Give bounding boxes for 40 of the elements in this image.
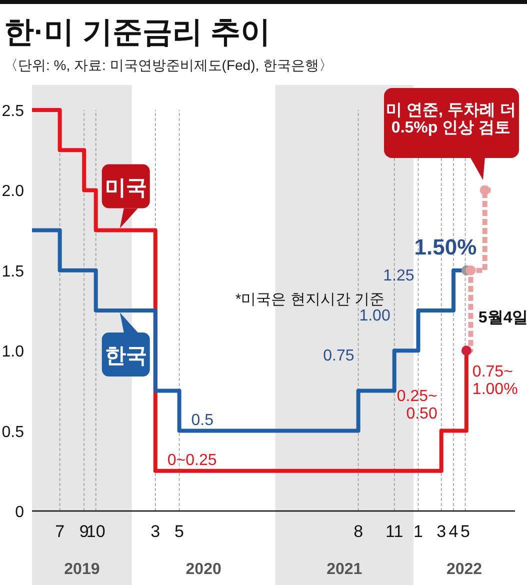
text: 2022 [446, 561, 482, 578]
callout: 미 연준, 두차례 더 0.5%p 인상 검토 [384, 88, 519, 180]
point [466, 265, 476, 276]
x-tick-label: 5 [174, 522, 184, 541]
point [480, 185, 490, 196]
legend-label: 한국 [104, 344, 147, 368]
text: 2020 [186, 561, 222, 578]
x-tick-label: 9 [79, 522, 89, 541]
point [461, 346, 472, 356]
data-label: 1.25 [383, 268, 414, 284]
annotation: *미국은 현지시간 기준 [235, 291, 385, 308]
x-tick-label: 1 [414, 522, 423, 541]
y-tick-label: 1.0 [2, 344, 24, 361]
chart-subtitle: 〈단위: %, 자료: 미국연방준비제도(Fed), 한국은행〉 [4, 57, 334, 73]
data-label: 1.00 [359, 308, 390, 325]
y-tick-label: 0 [15, 504, 24, 521]
text: 2021 [326, 561, 362, 578]
data-label: 0.75~ 1.00% [472, 364, 518, 398]
data-label: 0.25~ 0.50 [396, 388, 438, 422]
text: 2019 [64, 561, 100, 578]
y-tick-label: 2.5 [2, 103, 24, 120]
x-tick-label: 4 [448, 522, 458, 541]
x-tick-label: 3 [436, 522, 446, 541]
x-tick-label: 7 [55, 522, 65, 541]
y-tick-label: 1.5 [2, 263, 24, 280]
y-tick-label: 2.0 [2, 183, 24, 200]
x-tick-label: 5 [460, 522, 470, 541]
x-tick-label: 8 [354, 522, 364, 541]
chart-title: 한·미 기준금리 추이 [4, 16, 271, 49]
annotation: 미 연준, 두차례 더 0.5%p 인상 검토 [386, 102, 516, 137]
y-tick-label: 0.5 [2, 424, 24, 441]
annotation: 5월4일 [478, 310, 527, 327]
data-label: 0.5 [191, 412, 214, 429]
x-tick-label: 11 [386, 522, 404, 541]
x-tick-label: 10 [86, 522, 106, 541]
series-label: 미국 [104, 176, 147, 200]
data-label: 1.50% [414, 234, 477, 260]
x-tick-label: 3 [150, 522, 160, 541]
data-label: 0.75 [323, 348, 354, 365]
data-label: 0~0.25 [167, 452, 217, 469]
